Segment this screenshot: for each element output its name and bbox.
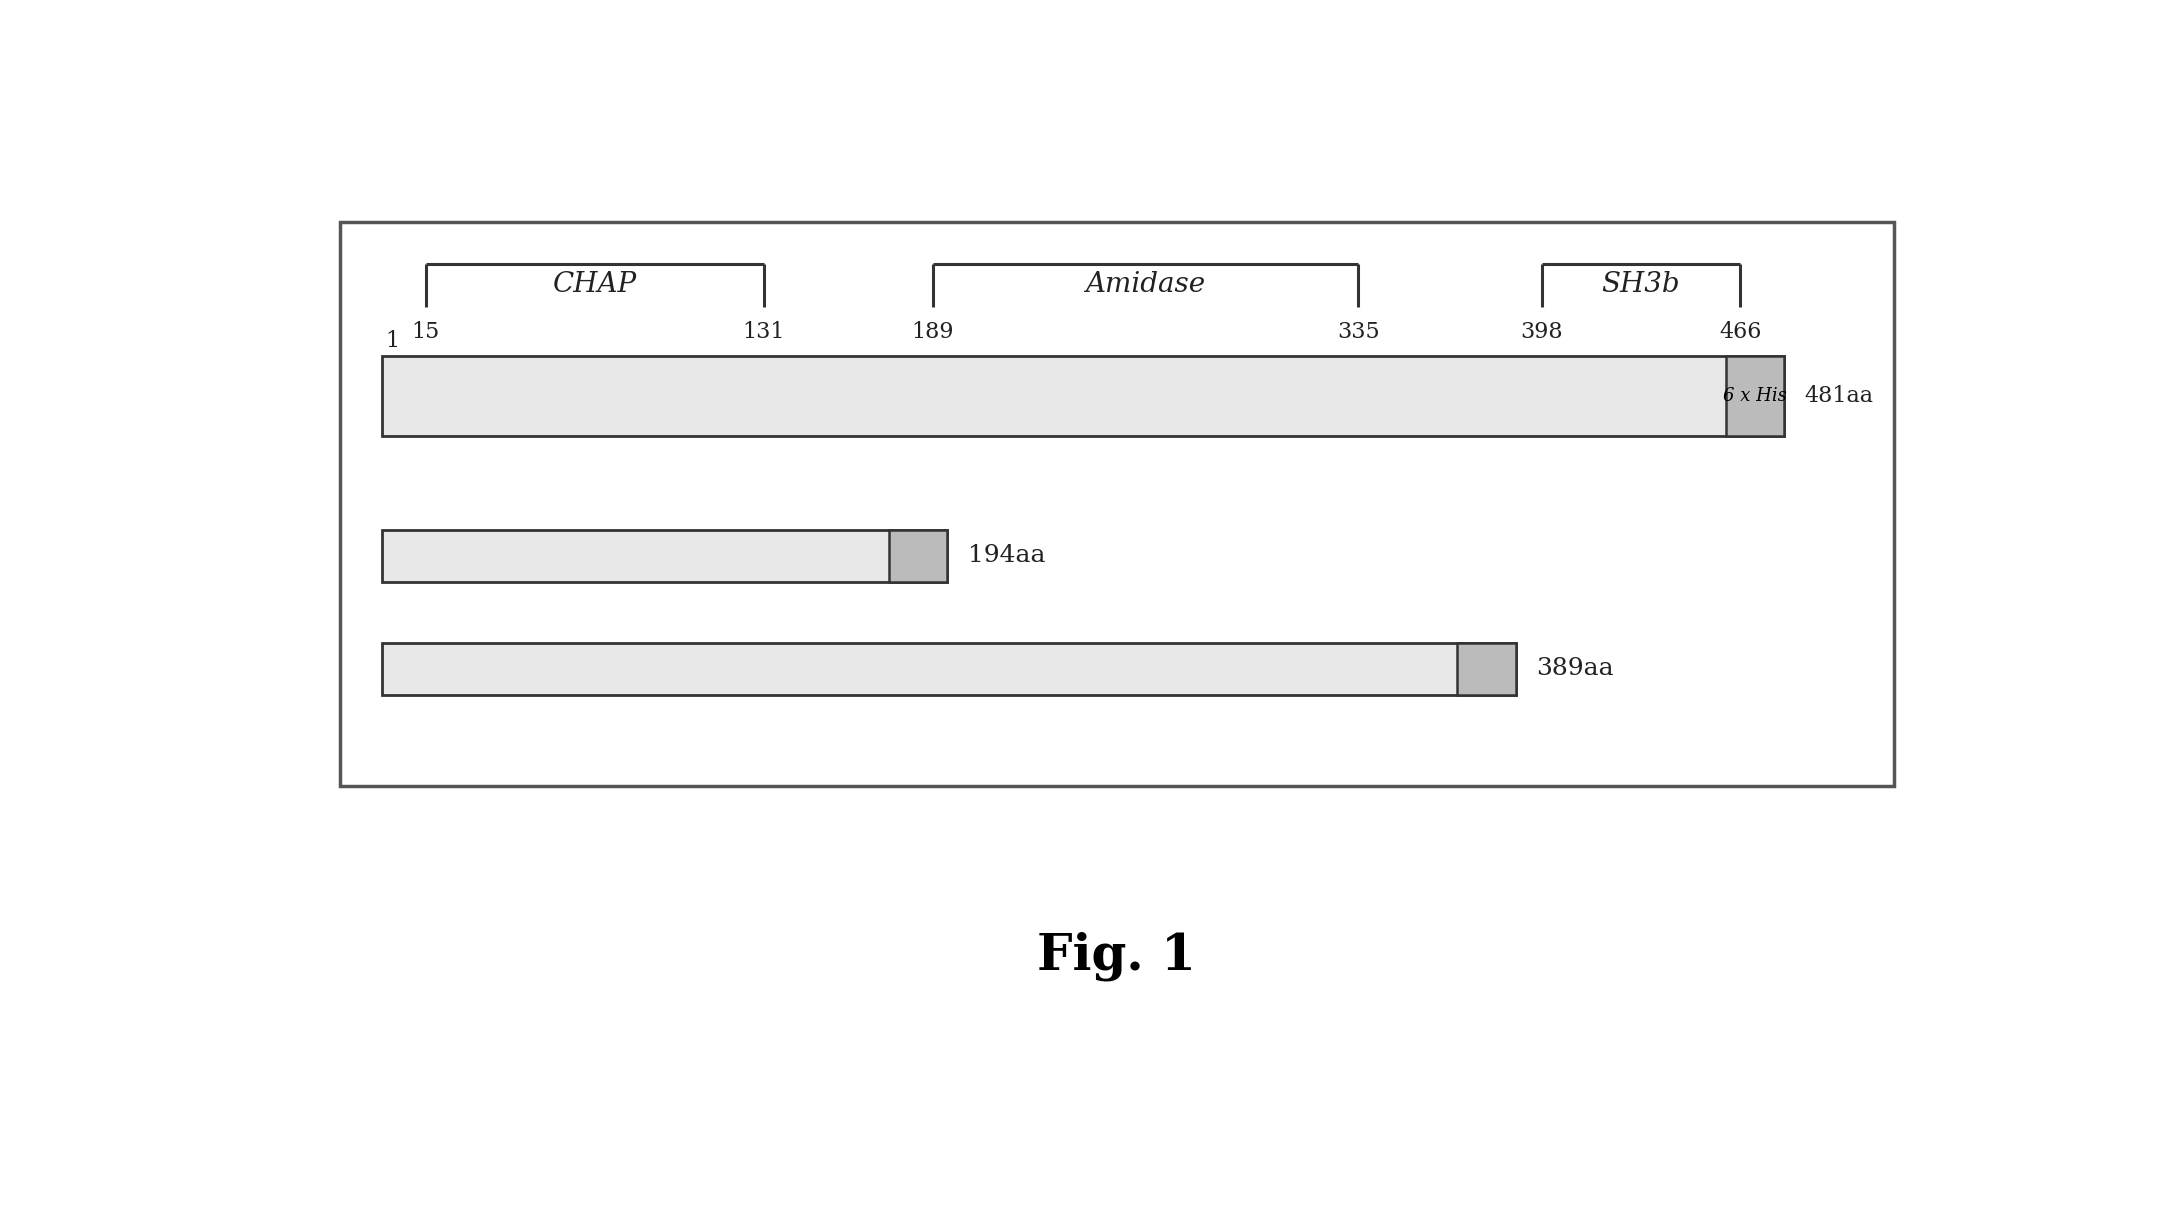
Text: 335: 335 — [1338, 320, 1379, 342]
Text: CHAP: CHAP — [553, 271, 636, 298]
Text: SH3b: SH3b — [1602, 271, 1680, 298]
Text: 194aa: 194aa — [967, 545, 1046, 567]
Text: Amidase: Amidase — [1085, 271, 1205, 298]
Bar — [340, 222, 1894, 787]
Bar — [1726, 356, 1785, 436]
Text: 131: 131 — [743, 320, 784, 342]
Bar — [381, 643, 1517, 695]
Text: 398: 398 — [1521, 320, 1562, 342]
Text: 1: 1 — [386, 330, 399, 352]
Text: 189: 189 — [911, 320, 954, 342]
Text: 6 x His: 6 x His — [1724, 387, 1787, 404]
Bar — [381, 530, 948, 582]
Text: 481aa: 481aa — [1804, 385, 1874, 407]
Text: Fig. 1: Fig. 1 — [1037, 931, 1196, 980]
Bar — [889, 530, 948, 582]
Text: 466: 466 — [1719, 320, 1761, 342]
Bar — [1458, 643, 1517, 695]
Bar — [381, 356, 1785, 436]
Text: 389aa: 389aa — [1536, 657, 1615, 681]
Text: 15: 15 — [412, 320, 440, 342]
